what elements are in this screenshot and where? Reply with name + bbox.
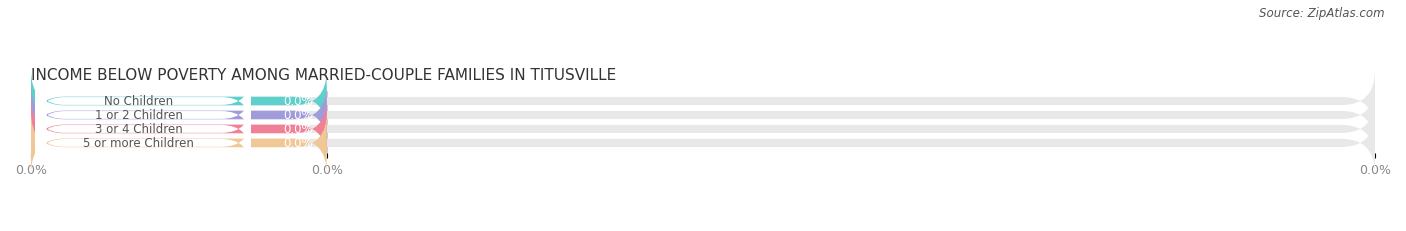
FancyBboxPatch shape: [31, 99, 243, 160]
Text: 5 or more Children: 5 or more Children: [83, 137, 194, 150]
FancyBboxPatch shape: [31, 85, 243, 146]
FancyBboxPatch shape: [31, 99, 1375, 160]
FancyBboxPatch shape: [35, 89, 250, 142]
FancyBboxPatch shape: [31, 113, 326, 174]
Text: 0.0%: 0.0%: [284, 123, 314, 136]
Text: 0.0%: 0.0%: [284, 109, 314, 122]
FancyBboxPatch shape: [31, 112, 1375, 174]
Text: 0.0%: 0.0%: [284, 95, 314, 108]
FancyBboxPatch shape: [31, 113, 243, 174]
FancyBboxPatch shape: [31, 85, 1375, 146]
Text: No Children: No Children: [104, 95, 173, 108]
FancyBboxPatch shape: [35, 103, 250, 156]
FancyBboxPatch shape: [31, 85, 326, 146]
Text: INCOME BELOW POVERTY AMONG MARRIED-COUPLE FAMILIES IN TITUSVILLE: INCOME BELOW POVERTY AMONG MARRIED-COUPL…: [31, 68, 616, 83]
Text: 3 or 4 Children: 3 or 4 Children: [96, 123, 183, 136]
FancyBboxPatch shape: [31, 71, 243, 132]
FancyBboxPatch shape: [35, 117, 250, 170]
FancyBboxPatch shape: [31, 71, 1375, 132]
FancyBboxPatch shape: [31, 71, 326, 132]
Text: 1 or 2 Children: 1 or 2 Children: [96, 109, 183, 122]
Text: 0.0%: 0.0%: [284, 137, 314, 150]
FancyBboxPatch shape: [35, 75, 250, 128]
FancyBboxPatch shape: [31, 99, 326, 160]
Text: Source: ZipAtlas.com: Source: ZipAtlas.com: [1260, 7, 1385, 20]
